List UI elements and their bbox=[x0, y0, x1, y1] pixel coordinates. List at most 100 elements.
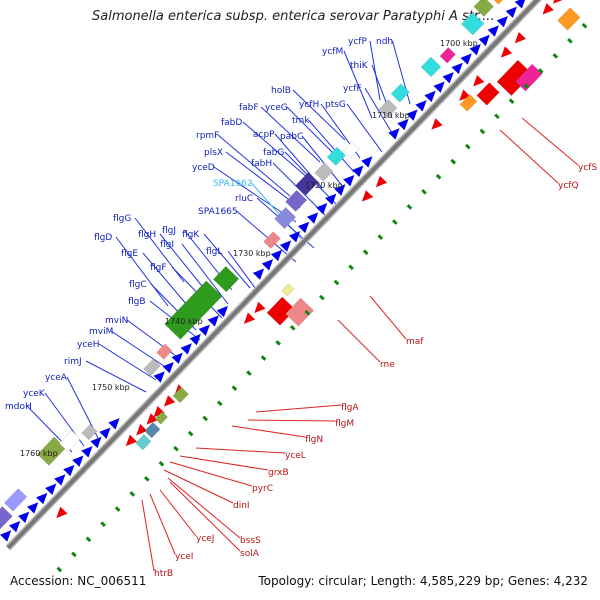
position-tick bbox=[435, 173, 442, 180]
position-tick bbox=[202, 415, 209, 422]
forward-gene-arrow bbox=[397, 118, 409, 131]
forward-gene-label: SPA1662 bbox=[213, 179, 253, 189]
forward-gene-label: ndh bbox=[376, 37, 393, 47]
forward-gene-arrow bbox=[334, 184, 346, 196]
forward-gene-label: holB bbox=[271, 86, 291, 96]
reverse-gene-label: yceI bbox=[175, 552, 193, 562]
reverse-gene-label: htrB bbox=[154, 569, 173, 579]
forward-cog-block bbox=[314, 162, 334, 182]
position-tick bbox=[114, 506, 121, 512]
reverse-label-leader bbox=[255, 404, 342, 413]
backbone-layer bbox=[5, 0, 543, 551]
position-tick bbox=[187, 430, 194, 437]
forward-label-leader bbox=[203, 233, 251, 289]
position-tick bbox=[260, 355, 267, 361]
forward-cog-block bbox=[263, 231, 281, 249]
reverse-gene-arrow bbox=[125, 434, 137, 447]
forward-gene-arrow bbox=[415, 100, 427, 112]
reverse-gene-arrow bbox=[163, 395, 176, 407]
reverse-label-leader bbox=[247, 419, 336, 422]
position-tick bbox=[362, 249, 369, 256]
forward-gene-label: mdoH bbox=[5, 402, 32, 412]
forward-gene-label: plsX bbox=[204, 148, 223, 158]
reverse-label-leader bbox=[179, 455, 269, 471]
forward-gene-arrow bbox=[442, 72, 454, 84]
forward-cog-block bbox=[143, 358, 161, 377]
forward-gene-label: mviM bbox=[89, 327, 113, 337]
forward-label-leader bbox=[159, 233, 211, 297]
forward-cog-block bbox=[473, 0, 494, 17]
reverse-gene-arrow bbox=[56, 506, 68, 519]
gene-features bbox=[0, 0, 581, 542]
kbp-tick-label: 1760 kbp bbox=[20, 449, 58, 458]
forward-gene-arrow bbox=[514, 0, 526, 9]
forward-gene-label: yceG bbox=[265, 103, 288, 113]
reverse-gene-arrow bbox=[473, 75, 485, 87]
position-tick bbox=[523, 83, 529, 89]
reverse-label-leader bbox=[169, 481, 241, 552]
position-tick bbox=[100, 521, 106, 527]
kbp-tick-label: 1750 kbp bbox=[92, 383, 130, 392]
forward-gene-label: yceD bbox=[192, 163, 215, 173]
forward-gene-arrow bbox=[460, 53, 472, 65]
reverse-label-leader bbox=[369, 295, 407, 340]
position-tick bbox=[71, 551, 77, 558]
forward-gene-arrow bbox=[198, 324, 210, 336]
reverse-gene-arrow bbox=[146, 413, 158, 425]
forward-gene-label: yceA bbox=[45, 373, 68, 383]
forward-label-leader bbox=[292, 89, 346, 141]
forward-label-leader bbox=[286, 106, 341, 161]
forward-gene-arrow bbox=[406, 109, 418, 121]
position-tick bbox=[348, 264, 354, 271]
forward-cog-block bbox=[274, 207, 297, 229]
forward-gene-arrow bbox=[343, 174, 355, 187]
forward-gene-arrow bbox=[424, 90, 436, 103]
forward-gene-arrow bbox=[27, 502, 39, 514]
forward-gene-label: fabH bbox=[251, 159, 272, 169]
position-tick bbox=[464, 143, 471, 150]
reverse-label-leader bbox=[159, 489, 197, 537]
forward-cog-block bbox=[295, 172, 319, 196]
forward-gene-label: flgL bbox=[206, 247, 222, 257]
accession-label: Accession: NC_006511 bbox=[10, 574, 147, 588]
forward-label-leader bbox=[98, 343, 157, 381]
reverse-label-leader bbox=[167, 477, 241, 539]
forward-cog-block bbox=[81, 423, 98, 441]
forward-label-leader bbox=[301, 135, 345, 189]
kbp-tick-label: 1730 kbp bbox=[233, 249, 271, 258]
forward-gene-arrow bbox=[189, 333, 201, 346]
kbp-tick-label: 1710 kbp bbox=[372, 111, 410, 120]
reverse-label-leader bbox=[499, 129, 559, 184]
forward-gene-label: pabC bbox=[280, 132, 303, 142]
reverse-label-leader bbox=[141, 499, 155, 572]
forward-gene-arrow bbox=[90, 436, 102, 449]
forward-label-leader bbox=[225, 151, 301, 209]
reverse-gene-arrow bbox=[542, 3, 554, 15]
forward-cog-block bbox=[156, 343, 173, 360]
position-tick bbox=[231, 385, 238, 392]
forward-gene-label: yceK bbox=[23, 389, 46, 399]
reverse-gene-arrow bbox=[375, 175, 388, 188]
reverse-label-leader bbox=[521, 117, 579, 166]
forward-gene-label: ycfP bbox=[348, 37, 367, 47]
position-tick bbox=[494, 113, 500, 120]
position-tick bbox=[158, 460, 165, 467]
forward-cog-block bbox=[164, 280, 223, 340]
reverse-label-leader bbox=[149, 493, 176, 555]
forward-gene-label: fabD bbox=[221, 118, 242, 128]
forward-gene-label: thiK bbox=[350, 61, 369, 71]
reverse-gene-arrow bbox=[254, 301, 266, 314]
position-tick bbox=[56, 566, 63, 573]
tick-layer: 1700 kbp 1710 kbp 1720 kbp 1730 kbp 1740 kbp… bbox=[20, 22, 588, 573]
forward-cog-block bbox=[378, 99, 398, 119]
forward-gene-arrow bbox=[108, 418, 120, 430]
reverse-gene-arrow bbox=[552, 0, 565, 4]
forward-gene-label: ycfF bbox=[343, 84, 362, 94]
forward-gene-arrow bbox=[288, 231, 301, 243]
forward-gene-arrow bbox=[216, 305, 228, 318]
reverse-label-leader bbox=[163, 469, 234, 504]
forward-cog-block bbox=[342, 141, 360, 158]
forward-label-leader bbox=[236, 210, 297, 263]
forward-gene-arrow bbox=[469, 44, 481, 56]
forward-gene-label: SPA1665 bbox=[198, 207, 238, 217]
